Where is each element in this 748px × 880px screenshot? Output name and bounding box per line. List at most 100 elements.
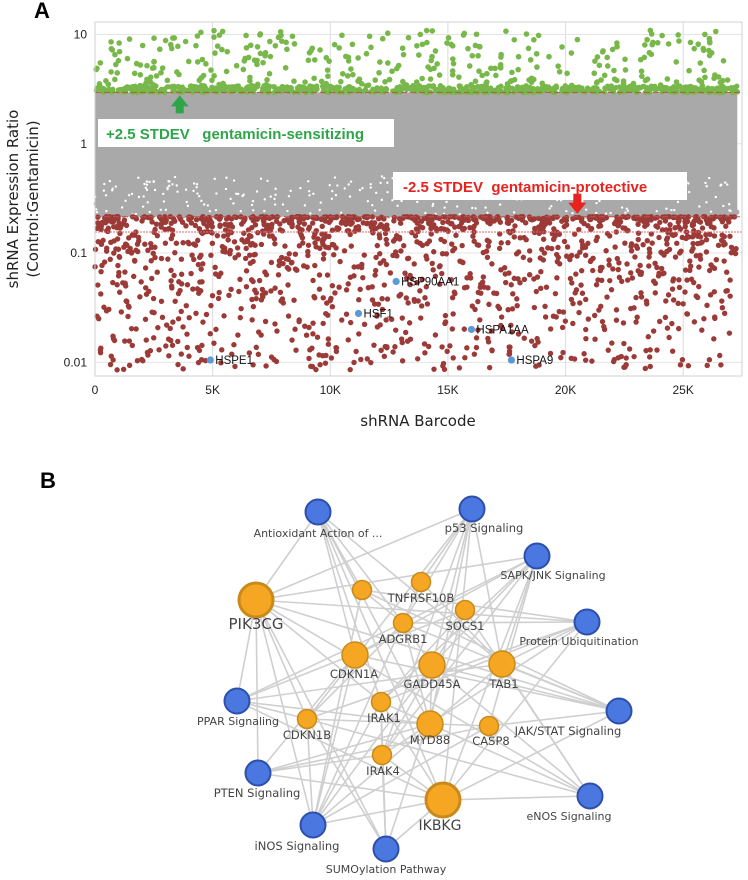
sensitizing-point xyxy=(116,40,122,46)
middle-point xyxy=(490,201,496,207)
protective-point xyxy=(151,335,157,341)
protective-point xyxy=(155,324,161,331)
protective-point xyxy=(185,239,191,245)
sensitizing-point xyxy=(145,84,151,90)
middle-gap xyxy=(134,212,138,216)
protective-point xyxy=(690,240,696,247)
protective-point xyxy=(541,250,548,256)
middle-gap xyxy=(336,184,339,187)
sensitizing-point xyxy=(115,88,121,94)
protective-point xyxy=(212,271,219,277)
sensitizing-point xyxy=(254,61,260,68)
protective-point xyxy=(158,255,165,262)
network-edge xyxy=(488,710,620,727)
sensitizing-point xyxy=(126,84,132,90)
middle-point xyxy=(266,197,272,203)
protective-point xyxy=(117,230,123,237)
sensitizing-point xyxy=(194,84,200,90)
protective-point xyxy=(261,218,267,224)
protective-point xyxy=(451,289,458,295)
gene-label-cdkn1b: CDKN1B xyxy=(283,728,331,742)
protective-point xyxy=(154,232,161,239)
sensitizing-point xyxy=(644,85,650,91)
protective-point xyxy=(110,357,116,363)
protective-point xyxy=(150,295,157,302)
sensitizing-point xyxy=(311,75,317,82)
middle-point xyxy=(708,192,715,198)
protective-point xyxy=(555,254,562,261)
protective-point xyxy=(687,263,694,269)
gene-label-cdkn1a: CDKN1A xyxy=(330,667,378,681)
protective-point xyxy=(320,295,326,301)
sensitizing-point xyxy=(713,28,719,35)
protective-point xyxy=(633,294,639,301)
sensitizing-point xyxy=(105,81,112,88)
sensitizing-point xyxy=(687,39,694,46)
sensitizing-point xyxy=(363,50,370,57)
gene-label-adgrb1: ADGRB1 xyxy=(379,632,428,646)
protective-point xyxy=(517,235,523,241)
x-axis-label: shRNA Barcode xyxy=(360,412,476,430)
protective-point xyxy=(371,342,377,348)
protective-point xyxy=(571,231,578,237)
middle-gap xyxy=(186,204,190,208)
sensitizing-point xyxy=(555,63,561,69)
sensitizing-point xyxy=(219,46,225,53)
protective-point xyxy=(485,216,491,223)
protective-point xyxy=(231,342,237,348)
protective-point xyxy=(494,214,500,221)
protective-point xyxy=(208,252,214,258)
gene-node-irak4 xyxy=(371,744,393,766)
middle-gap xyxy=(273,203,277,206)
protective-point xyxy=(694,294,701,301)
sensitizing-point xyxy=(116,48,123,55)
protective-point xyxy=(569,280,575,286)
protective-point xyxy=(638,290,644,296)
protective-point xyxy=(255,229,261,236)
protective-point xyxy=(211,340,217,346)
sensitizing-point xyxy=(153,73,160,79)
sensitizing-point xyxy=(379,35,386,42)
protective-point xyxy=(341,248,348,254)
protective-point xyxy=(377,251,383,257)
middle-gap xyxy=(424,211,427,215)
sensitizing-point xyxy=(423,27,430,34)
sensitizing-point xyxy=(523,31,530,37)
sensitizing-point xyxy=(159,65,166,71)
protective-point xyxy=(316,286,323,292)
middle-point xyxy=(466,206,472,213)
middle-point xyxy=(720,193,727,199)
protective-point xyxy=(603,248,609,254)
sensitizing-point xyxy=(349,41,356,48)
protective-point xyxy=(643,347,649,354)
sensitizing-point xyxy=(399,45,406,51)
protective-point xyxy=(138,279,144,285)
protective-point xyxy=(195,237,201,244)
protective-point xyxy=(432,332,439,338)
middle-gap xyxy=(380,198,384,202)
sensitizing-point xyxy=(716,87,722,93)
middle-gap xyxy=(604,212,608,215)
middle-point xyxy=(121,193,127,199)
middle-point xyxy=(367,189,373,195)
middle-point xyxy=(188,194,195,200)
protective-point xyxy=(227,247,234,254)
middle-gap xyxy=(626,209,630,213)
middle-gap xyxy=(371,204,374,207)
protective-point xyxy=(310,220,316,226)
protective-point xyxy=(368,359,374,366)
protective-point xyxy=(445,228,451,234)
protective-point xyxy=(171,272,177,279)
protective-point xyxy=(567,256,573,263)
highlight-point xyxy=(507,356,516,364)
protective-point xyxy=(511,234,517,240)
protective-point xyxy=(301,221,308,227)
gene-node-tab1 xyxy=(488,650,516,678)
protective-point xyxy=(273,214,280,221)
network-edge xyxy=(442,508,473,801)
middle-point xyxy=(703,204,710,210)
protective-point xyxy=(228,216,235,222)
protective-point xyxy=(320,256,327,262)
gene-label-myd88: MYD88 xyxy=(410,733,450,747)
sensitizing-point xyxy=(182,38,189,45)
